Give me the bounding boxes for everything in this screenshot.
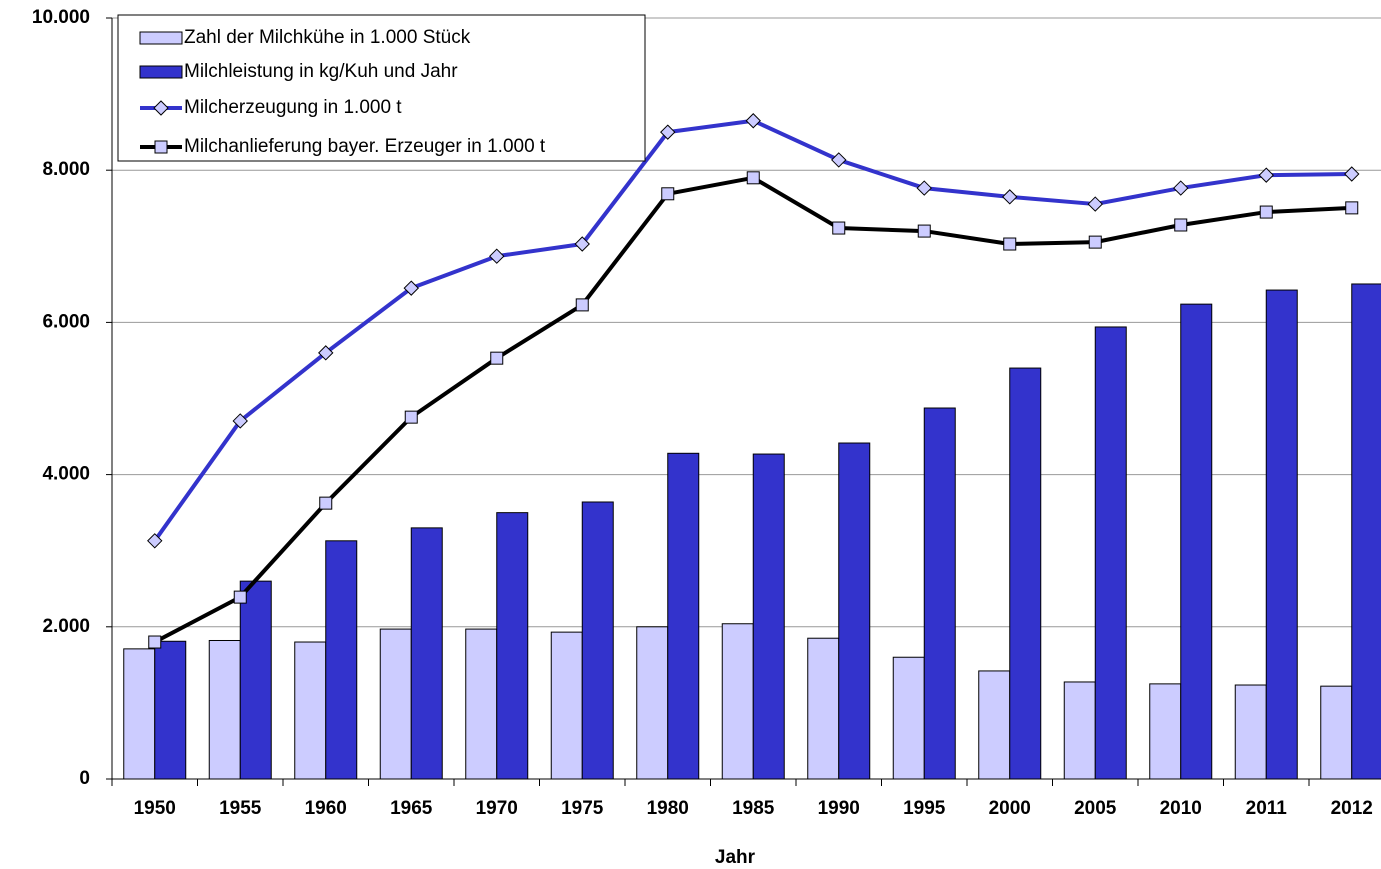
legend-label: Milchanlieferung bayer. Erzeuger in 1.00… xyxy=(184,136,546,157)
x-tick-label: 1960 xyxy=(305,798,347,819)
marker xyxy=(1002,189,1018,205)
marker xyxy=(232,413,248,429)
marker xyxy=(1259,205,1273,219)
marker xyxy=(745,113,761,129)
marker xyxy=(917,224,931,238)
marker xyxy=(1003,237,1017,251)
y-tick-label: 6.000 xyxy=(42,311,90,332)
bar xyxy=(123,648,156,780)
legend-marker xyxy=(153,100,169,116)
bar xyxy=(892,656,925,780)
y-tick-label: 4.000 xyxy=(42,464,90,485)
bar xyxy=(294,641,327,780)
marker xyxy=(574,236,590,252)
x-axis-label: Jahr xyxy=(715,847,756,868)
bar xyxy=(154,640,187,780)
marker xyxy=(147,533,163,549)
bar xyxy=(1265,289,1298,780)
x-tick-label: 2010 xyxy=(1160,798,1202,819)
marker xyxy=(1344,166,1360,182)
marker xyxy=(1173,180,1189,196)
bar xyxy=(465,628,498,780)
marker xyxy=(233,590,247,604)
marker xyxy=(1088,235,1102,249)
bar xyxy=(379,628,412,780)
marker xyxy=(660,124,676,140)
x-tick-label: 2011 xyxy=(1246,798,1288,819)
bar xyxy=(978,670,1011,780)
marker xyxy=(489,248,505,264)
legend-swatch xyxy=(139,65,183,79)
bar xyxy=(807,637,840,780)
marker xyxy=(746,171,760,185)
legend-label: Zahl der Milchkühe in 1.000 Stück xyxy=(184,27,471,48)
legend-marker xyxy=(154,140,168,154)
x-tick-label: 1970 xyxy=(476,798,518,819)
x-tick-label: 2005 xyxy=(1074,798,1117,819)
legend-label: Milchleistung in kg/Kuh und Jahr xyxy=(184,61,458,82)
marker xyxy=(1258,167,1274,183)
bar xyxy=(667,452,700,780)
y-tick-label: 0 xyxy=(79,768,90,789)
x-tick-label: 1965 xyxy=(390,798,433,819)
x-tick-label: 1955 xyxy=(219,798,262,819)
x-tick-label: 1995 xyxy=(903,798,946,819)
bar xyxy=(550,631,583,780)
marker xyxy=(1174,218,1188,232)
x-tick-label: 1980 xyxy=(647,798,689,819)
marker xyxy=(148,635,162,649)
marker xyxy=(575,298,589,312)
y-tick-label: 2.000 xyxy=(42,616,90,637)
legend-label: Milcherzeugung in 1.000 t xyxy=(184,97,402,118)
bar xyxy=(721,623,754,780)
bar xyxy=(1063,681,1096,780)
bar xyxy=(325,540,358,780)
marker xyxy=(1087,196,1103,212)
y-tick-label: 10.000 xyxy=(32,7,90,28)
x-tick-label: 2012 xyxy=(1331,798,1373,819)
bar xyxy=(1351,283,1381,780)
marker xyxy=(318,345,334,361)
bar xyxy=(208,639,241,780)
marker xyxy=(490,351,504,365)
bar xyxy=(410,527,443,780)
marker xyxy=(916,180,932,196)
x-tick-label: 2000 xyxy=(989,798,1031,819)
marker xyxy=(319,496,333,510)
marker xyxy=(1345,201,1359,215)
bar xyxy=(752,453,785,780)
bar xyxy=(636,626,669,780)
bar xyxy=(581,501,614,780)
bar xyxy=(923,407,956,780)
bar xyxy=(1009,367,1042,780)
x-tick-label: 1990 xyxy=(818,798,860,819)
bar xyxy=(239,580,272,780)
bar xyxy=(1149,683,1182,780)
marker xyxy=(661,187,675,201)
y-tick-label: 8.000 xyxy=(42,159,90,180)
marker xyxy=(831,152,847,168)
marker xyxy=(404,410,418,424)
x-tick-label: 1985 xyxy=(732,798,775,819)
bar xyxy=(496,512,529,780)
marker xyxy=(403,280,419,296)
legend-swatch xyxy=(139,31,183,45)
bar xyxy=(1094,326,1127,780)
x-tick-label: 1975 xyxy=(561,798,604,819)
bar xyxy=(1320,685,1353,780)
legend-box xyxy=(117,14,646,162)
bar xyxy=(838,442,871,780)
x-tick-label: 1950 xyxy=(134,798,176,819)
bar xyxy=(1180,303,1213,780)
bar xyxy=(1234,684,1267,780)
marker xyxy=(832,221,846,235)
